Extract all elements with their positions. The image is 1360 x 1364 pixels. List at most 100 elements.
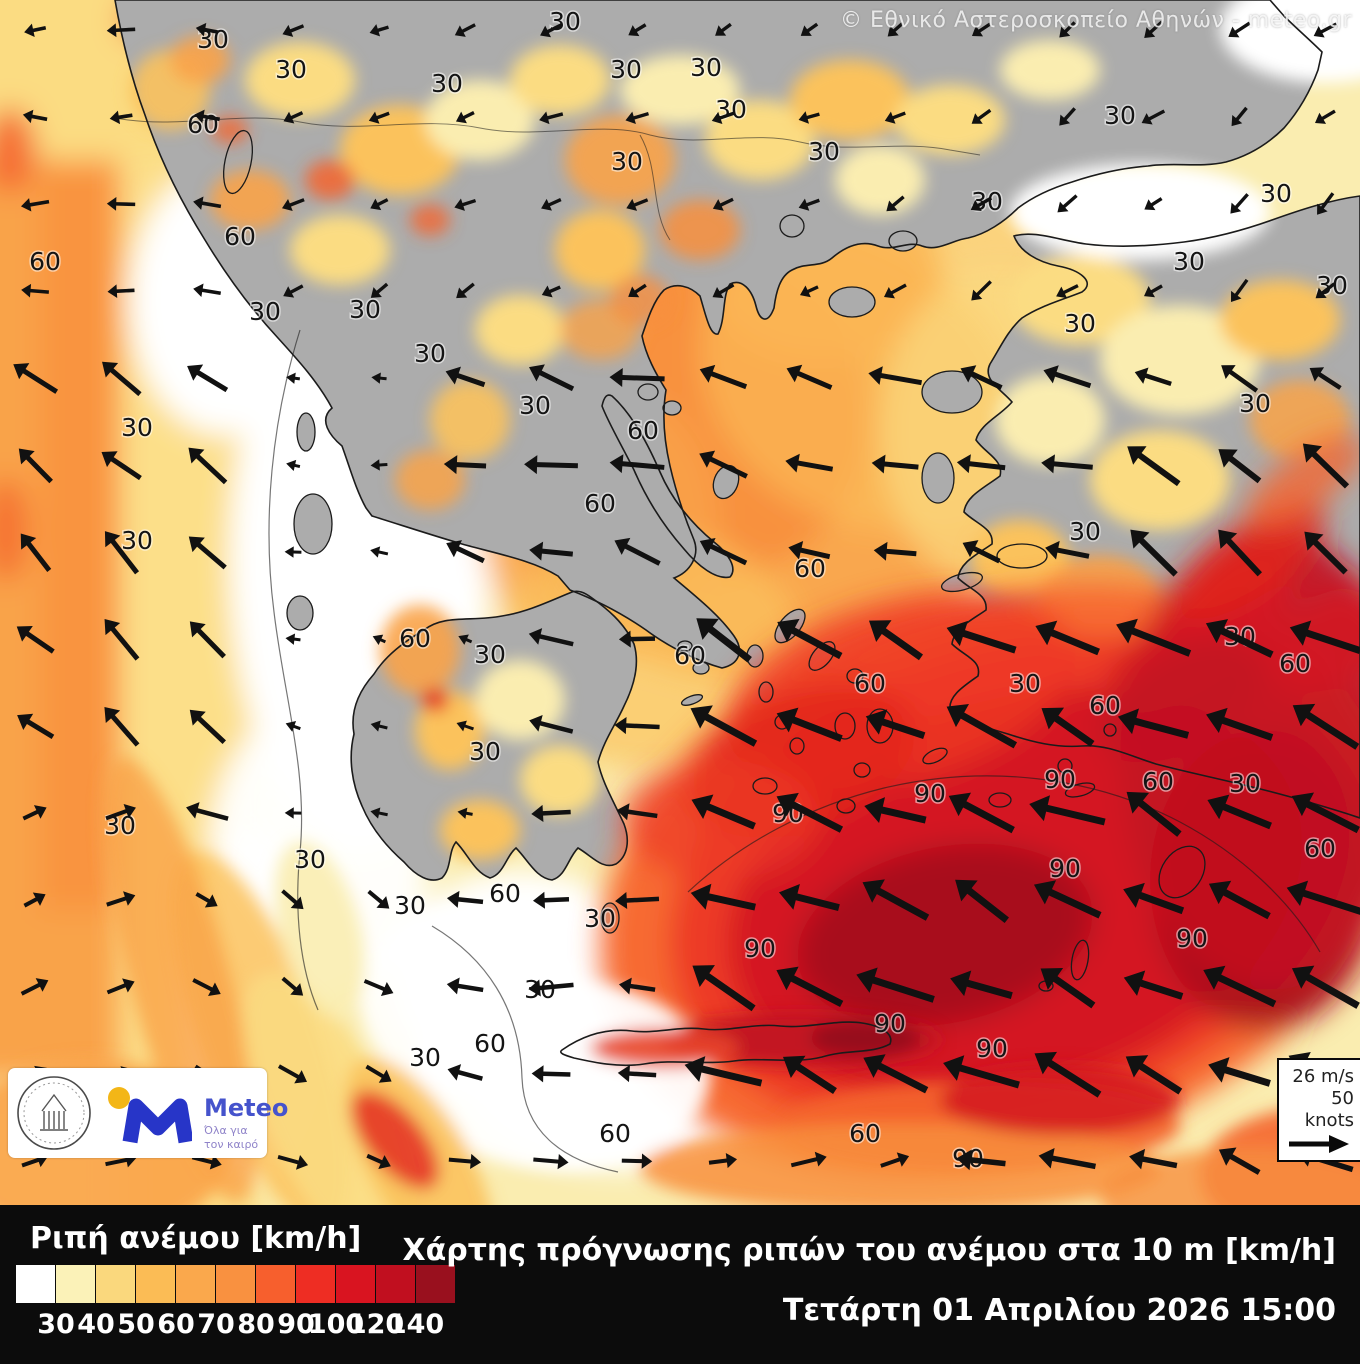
contour-label: 60 — [599, 1119, 631, 1148]
legend-swatch — [176, 1265, 215, 1303]
wind-arrow-icon — [790, 1151, 827, 1168]
contour-label: 30 — [349, 295, 381, 324]
contour-label: 30 — [294, 845, 326, 874]
legend-swatch — [96, 1265, 135, 1303]
contour-label: 30 — [275, 55, 307, 84]
wind-arrow-icon — [368, 111, 390, 124]
wind-arrow-icon — [1292, 703, 1360, 750]
wind-arrow-icon — [873, 541, 917, 561]
wind-arrow-icon — [22, 109, 48, 124]
wind-arrow-icon — [370, 720, 388, 732]
wind-arrow-icon — [788, 540, 831, 560]
wind-scale-knots: 50 knots — [1304, 1088, 1354, 1131]
legend-tick: 60 — [157, 1309, 195, 1340]
wind-gust-map: 30 30 30 30 30 30 30 30 30 30 30 30 30 30 30 30 30 30 30 30… — [0, 0, 1360, 1205]
land-gust-patches — [130, 0, 1360, 860]
wind-arrow-icon — [712, 197, 734, 211]
wind-arrow-icon — [104, 619, 140, 661]
wind-arrow-icon — [971, 22, 992, 37]
wind-arrow-icon — [1056, 284, 1079, 299]
wind-arrow-icon — [286, 372, 301, 384]
contour-label: 30 — [1009, 669, 1041, 698]
wind-arrow-icon — [13, 363, 59, 394]
contour-label: 90 — [976, 1034, 1008, 1063]
wind-arrow-icon — [446, 540, 485, 564]
wind-arrow-icon — [193, 283, 222, 298]
wind-arrow-icon — [102, 361, 142, 397]
wind-arrow-icon — [950, 970, 1013, 999]
wind-arrow-icon — [284, 546, 302, 558]
wind-arrow-icon — [609, 454, 665, 474]
wind-arrow-icon — [684, 1056, 763, 1087]
wind-arrow-icon — [617, 1065, 657, 1083]
contour-label: 30 — [1173, 247, 1205, 276]
wind-arrow-icon — [614, 537, 661, 566]
legend-tick: 30 — [37, 1309, 75, 1340]
wind-arrow-icon — [1040, 968, 1096, 1009]
contour-label: 30 — [474, 640, 506, 669]
contour-label: 60 — [854, 669, 886, 698]
wind-arrow-icon — [1125, 1055, 1183, 1095]
wind-arrow-icon — [1144, 197, 1163, 211]
wind-arrow-icon — [529, 364, 575, 392]
wind-arrow-icon — [715, 22, 732, 36]
wind-arrow-icon — [956, 454, 1006, 474]
wind-arrow-icon — [193, 196, 222, 210]
wind-arrow-icon — [696, 618, 752, 663]
wind-arrow-icon — [277, 1154, 309, 1170]
legend-tick: 70 — [197, 1309, 235, 1340]
wind-arrow-icon — [1218, 1147, 1261, 1175]
wind-arrow-icon — [447, 1064, 483, 1081]
wind-arrow-icon — [528, 979, 574, 997]
wind-arrow-icon — [1126, 791, 1182, 837]
legend-tick-labels: 30 40 50 60 70 80 90 100 120 140 — [16, 1309, 496, 1343]
contour-label: 30 — [519, 391, 551, 420]
wind-arrow-icon — [690, 705, 758, 747]
wind-arrow-icon — [23, 892, 46, 908]
wind-arrow-icon — [1228, 21, 1251, 38]
wind-arrow-icon — [456, 720, 474, 732]
wind-arrow-icon — [1286, 880, 1360, 916]
wind-arrow-icon — [277, 1064, 308, 1084]
wind-arrow-icon — [1218, 449, 1262, 484]
wind-arrow-icon — [17, 713, 55, 740]
wind-arrow-icon — [960, 365, 1003, 390]
storm-gust-layer — [600, 433, 1360, 1175]
copyright-text: © Εθνικό Αστεροσκοπείο Αθηνών - meteo.gr — [839, 8, 1352, 33]
wind-arrow-icon — [1038, 1147, 1097, 1170]
wind-arrow-icon — [871, 454, 919, 474]
meteo-logo-icon — [108, 1087, 192, 1144]
wind-arrow-icon — [943, 1055, 1020, 1089]
wind-arrow-icon — [699, 450, 748, 479]
wind-arrow-icon — [798, 198, 820, 211]
legend-swatch — [416, 1265, 455, 1303]
contour-label: 30 — [394, 891, 426, 920]
wind-arrow-icon — [282, 198, 305, 212]
wind-arrow-icon — [1230, 193, 1249, 214]
wind-arrow-icon — [1033, 880, 1102, 919]
wind-arrow-icon — [1059, 21, 1076, 38]
wind-arrow-icon — [284, 807, 302, 819]
wind-arrow-icon — [454, 23, 476, 37]
wind-arrow-icon — [970, 196, 993, 212]
wind-arrow-icon — [189, 709, 226, 745]
islands — [222, 129, 1206, 992]
wind-arrow-icon — [531, 1065, 571, 1083]
wind-arrow-icon — [20, 978, 49, 996]
wind-arrow-icon — [782, 1055, 837, 1094]
contour-label: 60 — [1142, 767, 1174, 796]
wind-arrow-icon — [529, 715, 574, 734]
wind-arrow-icon — [776, 792, 844, 833]
coastlines — [114, 0, 1360, 1173]
wind-arrow-icon — [106, 197, 136, 211]
wind-arrow-icon — [105, 804, 136, 821]
wind-arrow-icon — [1041, 454, 1093, 474]
wind-arrow-icon — [458, 634, 473, 645]
contour-label: 30 — [1229, 769, 1261, 798]
map-title: Χάρτης πρόγνωσης ριπών του ανέμου στα 10… — [402, 1233, 1336, 1268]
wind-arrow-icon — [946, 703, 1018, 749]
contour-label: 60 — [1089, 691, 1121, 720]
legend-tick: 140 — [387, 1309, 445, 1340]
wind-arrow-icon — [618, 630, 656, 648]
